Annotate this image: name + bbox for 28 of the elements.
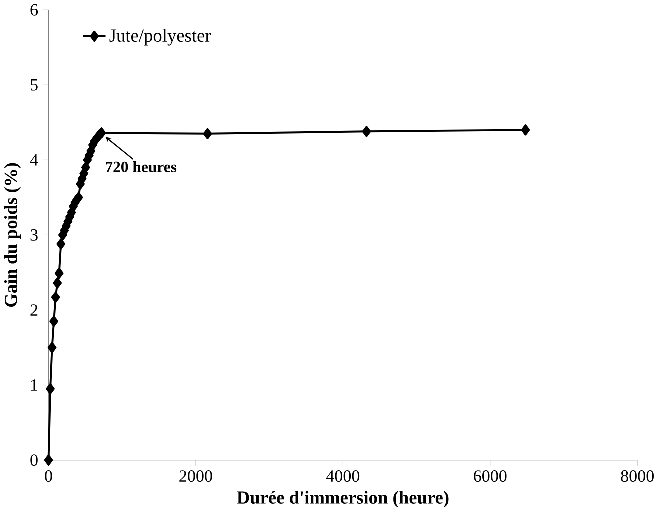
point	[51, 292, 60, 304]
y-tick-label: 5	[30, 79, 38, 91]
point	[54, 268, 64, 280]
y-tick-label: 6	[30, 4, 38, 16]
y-tick-label: 3	[30, 229, 38, 241]
x-axis-title: Durée d'immersion (heure)	[237, 491, 449, 508]
x-tick-label: 0	[45, 470, 52, 482]
point	[521, 124, 530, 136]
point	[56, 238, 66, 250]
point	[48, 342, 57, 354]
annotation: 720 heures	[106, 161, 177, 172]
point	[81, 162, 90, 174]
point	[362, 126, 372, 138]
point	[203, 128, 212, 140]
y-axis-title: Gain du poids (%)	[4, 163, 22, 307]
y-tick-label: 0	[30, 454, 38, 466]
y-tick-label: 2	[30, 304, 38, 316]
legend-label: Jute/polyester	[110, 29, 212, 46]
y-tick-label: 4	[30, 154, 38, 166]
x-tick-label: 8000	[621, 470, 654, 482]
point	[44, 454, 54, 466]
y-tick-label: 1	[32, 380, 38, 391]
x-tick-label: 6000	[474, 470, 507, 482]
point	[46, 383, 55, 395]
point	[50, 316, 58, 328]
point	[53, 278, 62, 289]
x-tick-label: 2000	[180, 470, 212, 482]
x-tick-label: 4000	[326, 470, 360, 482]
